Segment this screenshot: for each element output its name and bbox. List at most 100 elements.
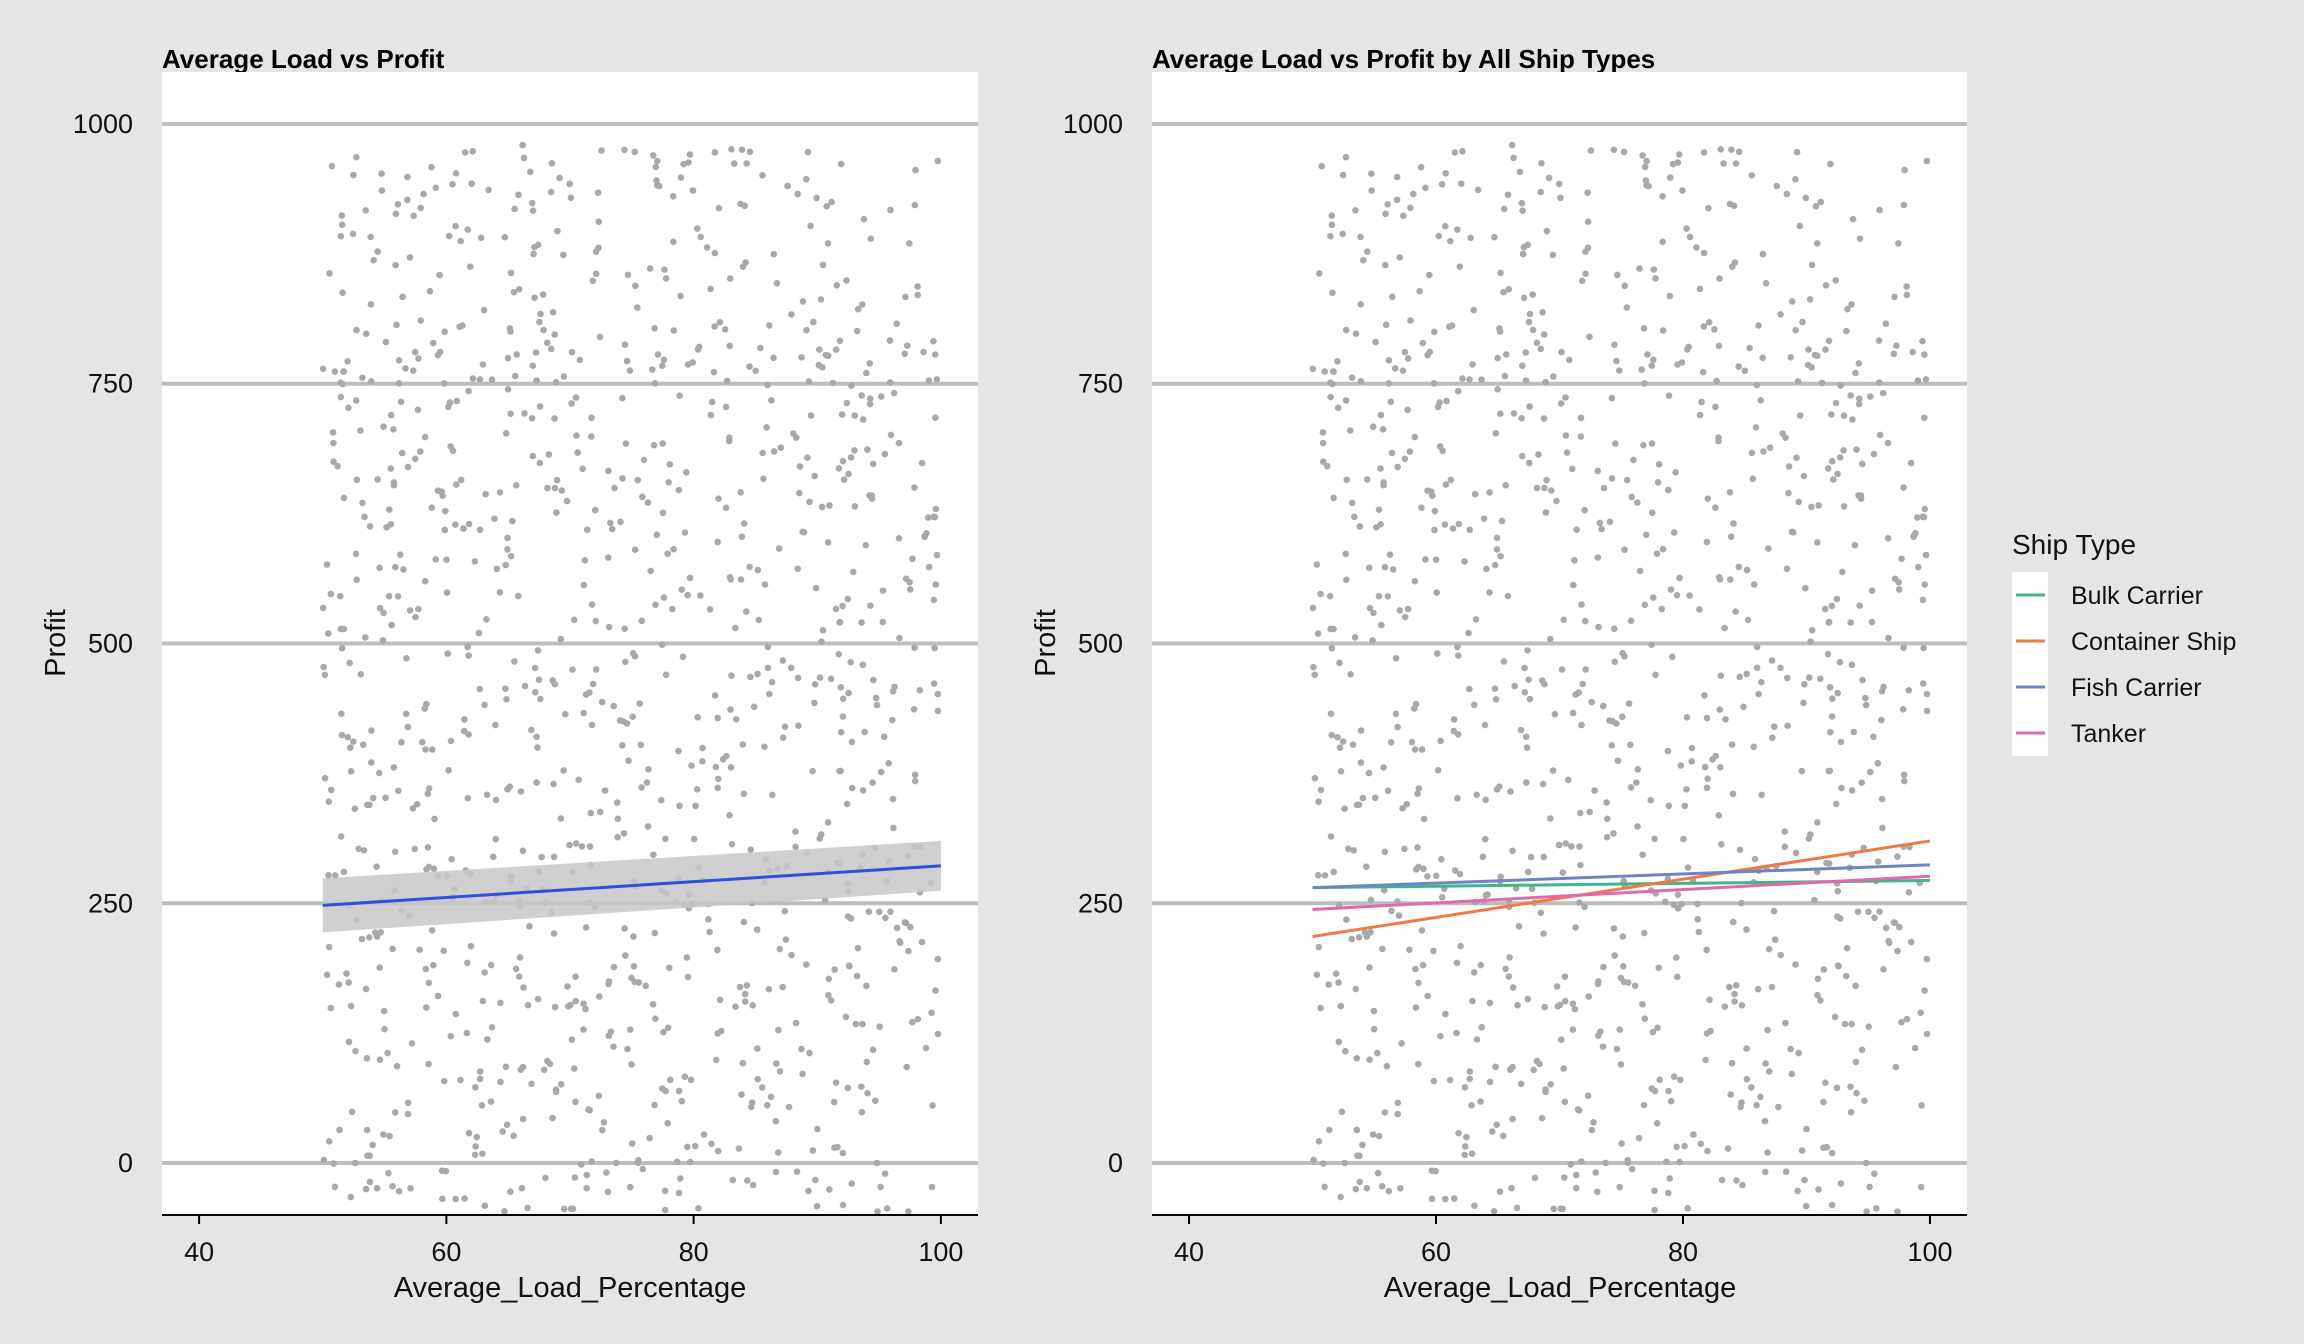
data-point	[933, 551, 941, 559]
data-point	[529, 452, 537, 460]
data-point	[325, 630, 332, 637]
data-point	[819, 261, 827, 269]
data-point	[394, 593, 402, 600]
data-point	[903, 1063, 910, 1071]
data-point	[737, 200, 744, 208]
data-point	[519, 847, 527, 855]
data-point	[714, 1147, 722, 1155]
data-point	[411, 455, 419, 463]
data-point	[1466, 1068, 1474, 1075]
data-point	[1876, 379, 1883, 386]
data-point	[331, 368, 339, 375]
legend-title: Ship Type	[2012, 529, 2136, 560]
data-point	[707, 411, 715, 419]
data-point	[420, 190, 427, 198]
data-point	[1586, 808, 1593, 816]
data-point	[1451, 149, 1459, 156]
data-point	[1547, 1081, 1554, 1088]
data-point	[1669, 653, 1676, 661]
data-point	[1674, 891, 1682, 898]
data-point	[535, 676, 543, 683]
data-point	[623, 357, 631, 365]
data-point	[1798, 767, 1806, 775]
data-point	[407, 1185, 414, 1192]
data-point	[416, 946, 423, 953]
data-point	[1381, 887, 1388, 894]
data-point	[1684, 864, 1692, 871]
data-point	[1785, 463, 1793, 470]
data-point	[601, 787, 609, 794]
data-point	[1542, 378, 1549, 386]
data-point	[1631, 982, 1639, 990]
data-point	[869, 1046, 877, 1054]
data-point	[1610, 830, 1617, 837]
data-point	[464, 226, 472, 233]
data-point	[1835, 962, 1842, 970]
data-point	[914, 291, 922, 299]
data-point	[1833, 1084, 1841, 1092]
data-point	[1563, 449, 1571, 456]
data-point	[1446, 323, 1453, 331]
data-point	[622, 658, 629, 666]
data-point	[1581, 903, 1588, 911]
data-point	[678, 1097, 686, 1105]
data-point	[816, 674, 824, 681]
data-point	[1568, 465, 1576, 473]
data-point	[1450, 1195, 1458, 1202]
data-point	[1746, 344, 1753, 352]
data-point	[1492, 1063, 1499, 1071]
data-point	[928, 1183, 936, 1191]
data-point	[1792, 326, 1799, 334]
data-point	[827, 997, 835, 1004]
data-point	[1651, 1087, 1659, 1095]
data-point	[1735, 363, 1742, 370]
data-point	[1321, 1183, 1328, 1191]
data-point	[1715, 812, 1723, 819]
data-point	[1901, 166, 1908, 174]
data-point	[1424, 992, 1431, 1000]
data-point	[621, 341, 629, 349]
data-point	[345, 979, 353, 986]
data-point	[1459, 148, 1466, 155]
data-point	[630, 933, 637, 940]
data-point	[1386, 551, 1394, 558]
data-point	[722, 403, 730, 411]
data-point	[1471, 490, 1479, 498]
data-point	[1807, 638, 1814, 645]
data-point	[1753, 381, 1761, 389]
data-point	[799, 1070, 806, 1078]
data-point	[1309, 365, 1317, 373]
data-point	[1768, 657, 1776, 664]
data-point	[585, 1106, 592, 1113]
data-point	[320, 663, 327, 671]
data-point	[713, 1056, 720, 1064]
data-point	[1357, 233, 1364, 241]
data-point	[1328, 644, 1336, 652]
data-point	[887, 908, 894, 915]
data-point	[1394, 898, 1401, 905]
data-point	[1514, 1001, 1521, 1009]
data-point	[889, 795, 897, 803]
data-point	[1500, 658, 1508, 665]
data-point	[699, 744, 706, 752]
data-point	[1641, 380, 1648, 387]
data-point	[515, 973, 523, 980]
data-point	[616, 717, 624, 724]
data-point	[1661, 898, 1669, 906]
data-point	[1836, 658, 1844, 666]
data-point	[473, 1133, 481, 1141]
data-point	[645, 766, 652, 773]
data-point	[1545, 174, 1553, 182]
data-point	[1561, 973, 1569, 980]
data-point	[1880, 966, 1887, 973]
data-point	[721, 326, 729, 333]
data-point	[863, 1058, 871, 1066]
data-point	[1895, 240, 1902, 247]
data-point	[1455, 652, 1462, 659]
data-point	[1486, 489, 1493, 496]
data-point	[501, 1208, 508, 1215]
data-point	[669, 605, 676, 613]
data-point	[1442, 170, 1449, 177]
data-point	[715, 775, 722, 783]
data-point	[1753, 664, 1761, 672]
